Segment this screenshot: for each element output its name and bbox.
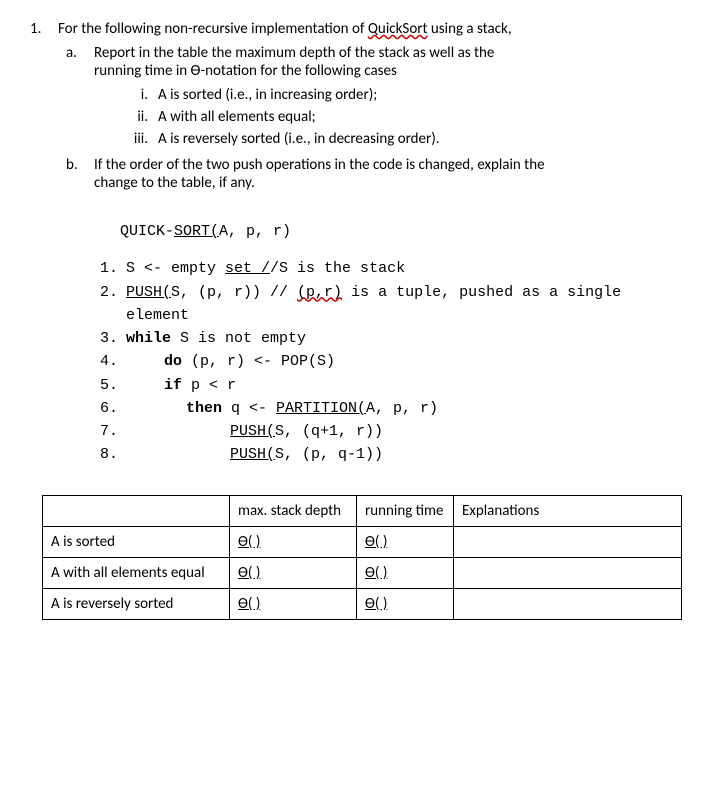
- row2-expl: [454, 557, 682, 588]
- code-title-b: SORT(: [174, 223, 219, 240]
- part-a-body: Report in the table the maximum depth of…: [94, 44, 494, 80]
- ln-1: 1.: [100, 257, 126, 280]
- item-ii: ii. A with all elements equal;: [120, 108, 683, 126]
- quicksort-word: QuickSort: [368, 20, 428, 38]
- answer-table: max. stack depth running time Explanatio…: [42, 495, 682, 620]
- table-row: A is sorted ϴ( ) ϴ( ): [43, 526, 682, 557]
- code-title-c: A, p, r): [219, 223, 291, 240]
- item-i: i. A is sorted (i.e., in increasing orde…: [120, 86, 683, 104]
- row2-time: ϴ( ): [357, 557, 454, 588]
- ln-2: 2.: [100, 281, 126, 328]
- code-line-1: 1. S <- empty set //S is the stack: [100, 257, 683, 280]
- code-5-body: if p < r: [126, 374, 236, 397]
- row1-time: ϴ( ): [357, 526, 454, 557]
- code-7-body: PUSH(S, (q+1, r)): [126, 420, 383, 443]
- ln-4: 4.: [100, 350, 126, 373]
- code-6-body: then q <- PARTITION(A, p, r): [126, 397, 438, 420]
- part-b-line2: change to the table, if any.: [94, 174, 545, 192]
- ln-7: 7.: [100, 420, 126, 443]
- row1-expl: [454, 526, 682, 557]
- code-1-body: S <- empty set //S is the stack: [126, 257, 405, 280]
- row3-time: ϴ( ): [357, 588, 454, 619]
- row1-label: A is sorted: [43, 526, 230, 557]
- item-iii-text: A is reversely sorted (i.e., in decreasi…: [158, 130, 440, 148]
- header-blank: [43, 495, 230, 526]
- table-header-row: max. stack depth running time Explanatio…: [43, 495, 682, 526]
- header-maxstack: max. stack depth: [230, 495, 357, 526]
- item-iii-num: iii.: [120, 130, 158, 148]
- ln-6: 6.: [100, 397, 126, 420]
- code-3-body: while S is not empty: [126, 327, 306, 350]
- code-4-body: do (p, r) <- POP(S): [126, 350, 335, 373]
- code-block: QUICK-SORT(A, p, r) 1. S <- empty set //…: [100, 220, 683, 467]
- part-a-num: a.: [66, 44, 94, 80]
- ln-8: 8.: [100, 443, 126, 466]
- header-explanations: Explanations: [454, 495, 682, 526]
- code-line-2: 2. PUSH(S, (p, r)) // (p,r) is a tuple, …: [100, 281, 683, 328]
- code-line-5: 5. if p < r: [100, 374, 683, 397]
- code-line-8: 8. PUSH(S, (p, q-1)): [100, 443, 683, 466]
- code-line-3: 3. while S is not empty: [100, 327, 683, 350]
- row1-stack: ϴ( ): [230, 526, 357, 557]
- table-row: A with all elements equal ϴ( ) ϴ( ): [43, 557, 682, 588]
- item-ii-text: A with all elements equal;: [158, 108, 316, 126]
- part-b: b. If the order of the two push operatio…: [66, 156, 683, 192]
- ln-5: 5.: [100, 374, 126, 397]
- part-b-line1: If the order of the two push operations …: [94, 156, 545, 174]
- code-line-4: 4. do (p, r) <- POP(S): [100, 350, 683, 373]
- row2-label: A with all elements equal: [43, 557, 230, 588]
- row2-stack: ϴ( ): [230, 557, 357, 588]
- question-1: 1. For the following non-recursive imple…: [30, 20, 683, 38]
- part-a-line1: Report in the table the maximum depth of…: [94, 44, 494, 62]
- row3-stack: ϴ( ): [230, 588, 357, 619]
- part-a-line2: running time in ϴ-notation for the follo…: [94, 62, 494, 80]
- ln-3: 3.: [100, 327, 126, 350]
- item-iii: iii. A is reversely sorted (i.e., in dec…: [120, 130, 683, 148]
- row3-expl: [454, 588, 682, 619]
- header-running: running time: [357, 495, 454, 526]
- code-title-a: QUICK-: [120, 223, 174, 240]
- code-8-body: PUSH(S, (p, q-1)): [126, 443, 383, 466]
- part-a: a. Report in the table the maximum depth…: [66, 44, 683, 80]
- q1-number: 1.: [30, 20, 58, 38]
- part-b-body: If the order of the two push operations …: [94, 156, 545, 192]
- code-title: QUICK-SORT(A, p, r): [120, 220, 683, 243]
- item-ii-num: ii.: [120, 108, 158, 126]
- code-line-7: 7. PUSH(S, (q+1, r)): [100, 420, 683, 443]
- item-i-num: i.: [120, 86, 158, 104]
- code-line-6: 6. then q <- PARTITION(A, p, r): [100, 397, 683, 420]
- q1-text-a: For the following non-recursive implemen…: [58, 20, 368, 38]
- table-row: A is reversely sorted ϴ( ) ϴ( ): [43, 588, 682, 619]
- code-2-body: PUSH(S, (p, r)) // (p,r) is a tuple, pus…: [126, 281, 683, 328]
- row3-label: A is reversely sorted: [43, 588, 230, 619]
- q1-text: For the following non-recursive implemen…: [58, 20, 512, 38]
- q1-text-b: using a stack,: [427, 20, 511, 38]
- item-i-text: A is sorted (i.e., in increasing order);: [158, 86, 377, 104]
- part-b-num: b.: [66, 156, 94, 192]
